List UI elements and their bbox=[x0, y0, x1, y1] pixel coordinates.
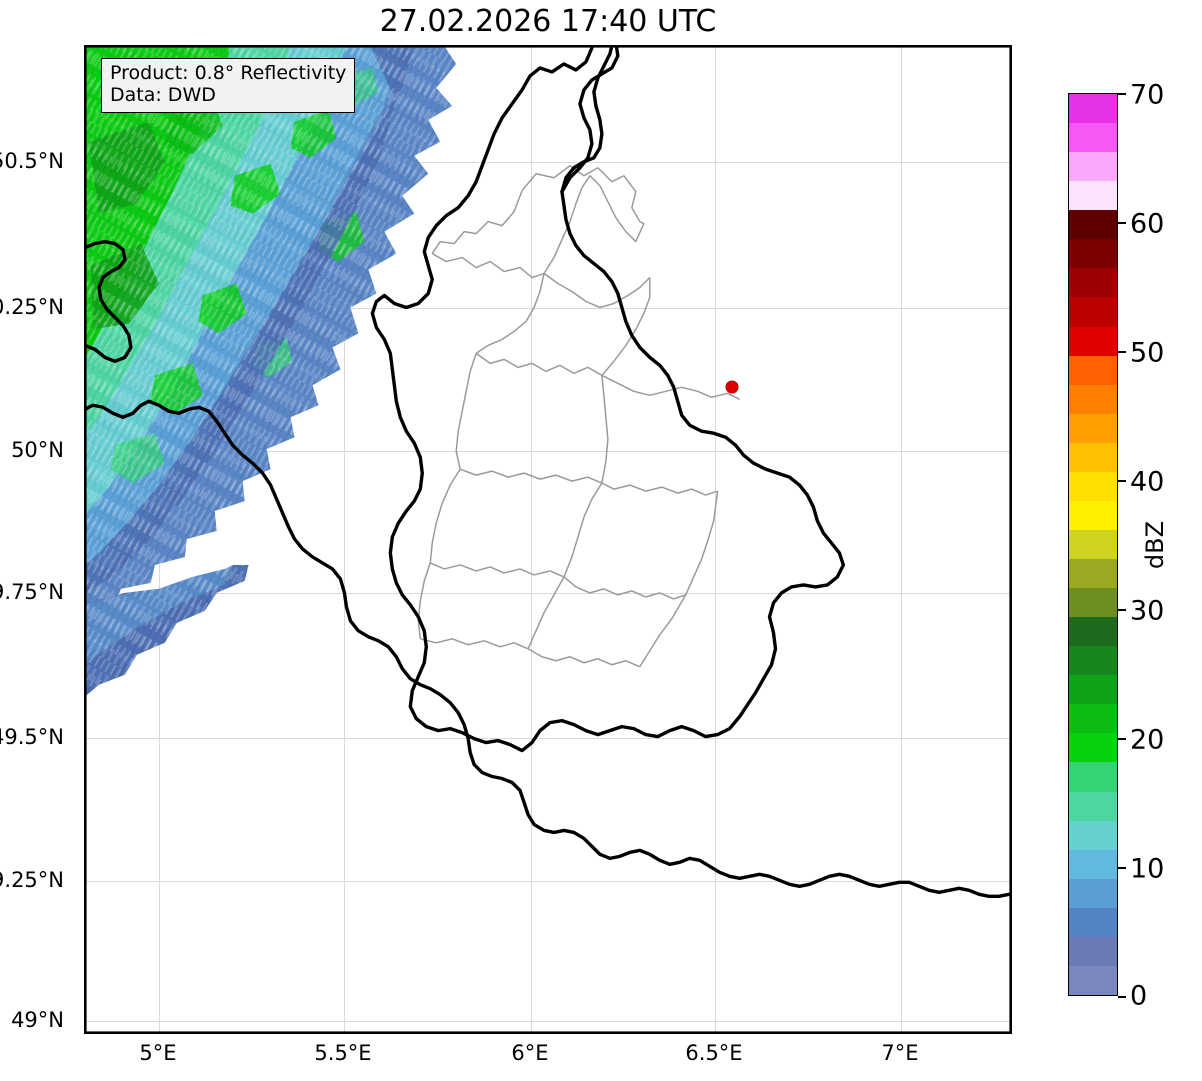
gridline-lat-50p5 bbox=[85, 162, 1011, 163]
colorbar-band-5 bbox=[1069, 239, 1117, 269]
colorbar-band-22 bbox=[1069, 733, 1117, 763]
colorbar-axis-label: dBZ bbox=[1141, 520, 1169, 570]
cbar-label-10: 10 bbox=[1130, 853, 1165, 885]
ytick-49 bbox=[84, 1021, 85, 1022]
ytick-label-49: 49°N bbox=[11, 1008, 64, 1032]
gridline-lat-50p25 bbox=[85, 308, 1011, 309]
colorbar-band-30 bbox=[1069, 965, 1117, 995]
reflectivity-colorbar[interactable] bbox=[1068, 93, 1118, 996]
ytick-label-49p5: 49.5°N bbox=[0, 725, 64, 749]
cbar-label-40: 40 bbox=[1130, 466, 1165, 498]
xtick-label-6: 6°E bbox=[511, 1041, 549, 1065]
colorbar-band-29 bbox=[1069, 936, 1117, 966]
luxembourg-border bbox=[370, 46, 846, 753]
colorbar-band-28 bbox=[1069, 907, 1117, 937]
gridline-lat-49 bbox=[85, 1021, 1011, 1022]
ytick-label-50p5: 50.5°N bbox=[0, 149, 64, 173]
xtick-label-7: 7°E bbox=[881, 1041, 919, 1065]
product-info-box: Product: 0.8° Reflectivity Data: DWD bbox=[101, 58, 356, 113]
radar-site-marker[interactable] bbox=[725, 380, 739, 394]
colorbar-band-18 bbox=[1069, 617, 1117, 647]
colorbar-band-14 bbox=[1069, 500, 1117, 530]
ytick-50p5 bbox=[84, 162, 85, 163]
xtick-label-5p5: 5.5°E bbox=[314, 1041, 372, 1065]
gridline-lon-6p5 bbox=[715, 46, 716, 1033]
belgium-germany-border bbox=[560, 46, 620, 194]
ytick-label-50p25: 50.25°N bbox=[0, 295, 64, 319]
radar-map-plot[interactable]: Product: 0.8° Reflectivity Data: DWD bbox=[84, 45, 1012, 1034]
colorbar-band-0 bbox=[1069, 94, 1117, 124]
cbar-tick-20 bbox=[1118, 738, 1126, 740]
xtick-label-5: 5°E bbox=[139, 1041, 177, 1065]
ytick-49p5 bbox=[84, 738, 85, 739]
xtick-label-6p5: 6.5°E bbox=[685, 1041, 743, 1065]
colorbar-band-1 bbox=[1069, 123, 1117, 153]
gridline-lat-49p75 bbox=[85, 593, 1011, 594]
cbar-label-70: 70 bbox=[1130, 79, 1165, 111]
colorbar-band-21 bbox=[1069, 704, 1117, 734]
colorbar-band-23 bbox=[1069, 762, 1117, 792]
colorbar-band-3 bbox=[1069, 181, 1117, 211]
ytick-50p25 bbox=[84, 308, 85, 309]
gridline-lon-6 bbox=[531, 46, 532, 1033]
colorbar-band-16 bbox=[1069, 559, 1117, 589]
ytick-49p75 bbox=[84, 593, 85, 594]
colorbar-band-11 bbox=[1069, 413, 1117, 443]
colorbar-band-20 bbox=[1069, 675, 1117, 705]
colorbar-band-7 bbox=[1069, 297, 1117, 327]
cbar-label-30: 30 bbox=[1130, 595, 1165, 627]
ytick-label-49p25: 49.25°N bbox=[0, 868, 64, 892]
colorbar-band-15 bbox=[1069, 529, 1117, 559]
colorbar-band-8 bbox=[1069, 326, 1117, 356]
colorbar-band-26 bbox=[1069, 849, 1117, 879]
cbar-label-20: 20 bbox=[1130, 724, 1165, 756]
ytick-49p25 bbox=[84, 881, 85, 882]
canton-borders bbox=[417, 165, 740, 668]
colorbar-band-2 bbox=[1069, 152, 1117, 182]
gridline-lon-5p5 bbox=[344, 46, 345, 1033]
colorbar-band-6 bbox=[1069, 268, 1117, 298]
colorbar-band-12 bbox=[1069, 442, 1117, 472]
cbar-tick-10 bbox=[1118, 867, 1126, 869]
cbar-tick-70 bbox=[1118, 93, 1126, 95]
cbar-tick-40 bbox=[1118, 480, 1126, 482]
radar-reflectivity-layer bbox=[85, 46, 1011, 1033]
colorbar-band-19 bbox=[1069, 646, 1117, 676]
colorbar-band-9 bbox=[1069, 355, 1117, 385]
colorbar-band-4 bbox=[1069, 210, 1117, 240]
gridline-lat-49p25 bbox=[85, 881, 1011, 882]
belgium-france-border bbox=[85, 239, 133, 364]
cbar-tick-30 bbox=[1118, 609, 1126, 611]
colorbar-band-24 bbox=[1069, 791, 1117, 821]
page-title: 27.02.2026 17:40 UTC bbox=[379, 4, 717, 39]
legend-data-line: Data: DWD bbox=[110, 84, 216, 107]
colorbar-band-25 bbox=[1069, 820, 1117, 850]
colorbar-band-17 bbox=[1069, 588, 1117, 618]
cbar-label-50: 50 bbox=[1130, 337, 1165, 369]
colorbar-band-13 bbox=[1069, 471, 1117, 501]
cbar-label-60: 60 bbox=[1130, 208, 1165, 240]
france-border-south bbox=[85, 399, 1011, 898]
cbar-tick-0 bbox=[1118, 996, 1126, 998]
ytick-50 bbox=[84, 451, 85, 452]
colorbar-band-27 bbox=[1069, 878, 1117, 908]
ytick-label-49p75: 49.75°N bbox=[0, 580, 64, 604]
legend-product-line: Product: 0.8° Reflectivity bbox=[110, 62, 347, 84]
gridline-lat-50 bbox=[85, 451, 1011, 452]
cbar-tick-60 bbox=[1118, 222, 1126, 224]
cbar-tick-50 bbox=[1118, 351, 1126, 353]
colorbar-band-10 bbox=[1069, 384, 1117, 414]
gridline-lon-7 bbox=[901, 46, 902, 1033]
cbar-label-0: 0 bbox=[1130, 980, 1148, 1012]
ytick-label-50: 50°N bbox=[11, 438, 64, 462]
gridline-lat-49p5 bbox=[85, 738, 1011, 739]
